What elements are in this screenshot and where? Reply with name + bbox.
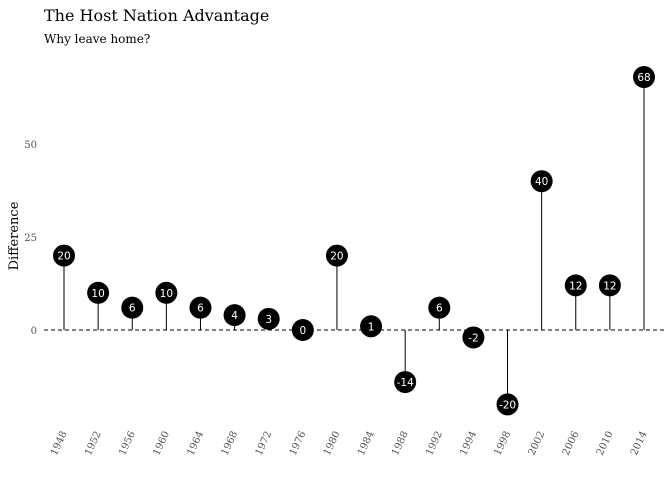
data-label: 40 — [535, 176, 548, 188]
y-tick-label: 50 — [24, 140, 37, 151]
x-tick-label: 1952 — [83, 430, 104, 458]
x-tick-label: 1992 — [424, 430, 445, 458]
marker — [325, 244, 348, 267]
data-label: -14 — [397, 377, 414, 389]
x-tick-label: 2006 — [561, 430, 582, 458]
marker — [189, 296, 212, 319]
data-label: -2 — [468, 332, 478, 344]
marker — [564, 274, 587, 297]
y-tick-label: 25 — [24, 233, 37, 244]
chart-title: The Host Nation Advantage — [44, 6, 269, 25]
x-tick-label: 1972 — [254, 430, 275, 458]
data-label: 1 — [368, 321, 375, 333]
x-tick-label: 2002 — [527, 430, 548, 458]
data-label: 6 — [436, 303, 443, 315]
x-tick-label: 1960 — [151, 430, 172, 458]
y-axis-label: Difference — [7, 201, 22, 270]
x-tick-label: 1980 — [322, 430, 343, 458]
marker — [462, 326, 485, 349]
marker — [257, 307, 280, 330]
y-tick-label: 0 — [31, 326, 37, 337]
data-label: 20 — [330, 251, 343, 263]
x-tick-label: 1984 — [356, 430, 377, 458]
stems — [63, 77, 645, 405]
data-label: 3 — [265, 314, 272, 326]
data-label: 6 — [129, 303, 136, 315]
data-label: 20 — [57, 251, 70, 263]
markers: 20 10 6 10 6 4 3 0 20 1 -14 6 -2 -20 40 12 12 68 — [53, 66, 655, 416]
marker — [530, 170, 553, 193]
data-label: 12 — [603, 280, 616, 292]
x-tick-label: 1956 — [117, 430, 138, 458]
marker — [155, 281, 178, 304]
data-label: -20 — [499, 399, 516, 411]
data-label: 68 — [637, 72, 650, 84]
marker — [291, 319, 314, 341]
marker — [223, 304, 246, 327]
x-tick-label: 1976 — [288, 430, 309, 458]
x-tick-label: 1998 — [493, 430, 514, 458]
data-label: 0 — [299, 325, 306, 337]
x-tick-label: 1964 — [185, 430, 206, 458]
data-label: 10 — [91, 288, 104, 300]
x-tick-label: 2014 — [629, 430, 650, 458]
marker — [633, 66, 655, 89]
marker — [121, 296, 144, 319]
x-tick-label: 1994 — [458, 430, 479, 458]
x-ticks: 1948 1952 1956 1960 1964 1968 1972 1976 1980 1984… — [49, 430, 650, 458]
y-ticks: 0 25 50 — [24, 140, 37, 337]
marker — [360, 315, 383, 338]
data-label: 4 — [231, 310, 238, 322]
x-tick-label: 1988 — [390, 430, 411, 458]
chart-subtitle: Why leave home? — [44, 32, 150, 46]
data-label: 6 — [197, 303, 204, 315]
marker — [496, 393, 519, 416]
x-tick-label: 1948 — [49, 430, 70, 458]
data-label: 12 — [569, 280, 582, 292]
marker — [394, 371, 417, 394]
marker — [87, 281, 110, 304]
marker — [428, 296, 451, 319]
data-label: 10 — [160, 288, 173, 300]
marker — [53, 244, 75, 267]
x-tick-label: 2010 — [595, 430, 616, 458]
x-tick-label: 1968 — [220, 430, 241, 458]
marker — [598, 274, 621, 297]
